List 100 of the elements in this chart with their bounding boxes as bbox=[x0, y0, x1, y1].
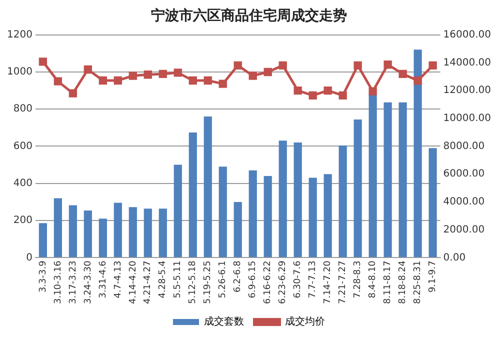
legend-label: 成交套数 bbox=[204, 316, 244, 328]
x-tick-label: 5.5-5.11 bbox=[173, 260, 184, 298]
y2-tick-label: 2000.00 bbox=[443, 224, 485, 236]
y2-tick-label: 8000.00 bbox=[443, 140, 485, 152]
y2-tick-label: 0.00 bbox=[443, 252, 466, 264]
point bbox=[174, 68, 182, 77]
chart-title: 宁波市六区商品住宅周成交走势 bbox=[151, 7, 347, 24]
bar bbox=[368, 94, 377, 258]
y-tick-label: 1000 bbox=[6, 66, 32, 78]
point bbox=[114, 76, 122, 85]
y2-tick-label: 14000.00 bbox=[443, 57, 492, 68]
point bbox=[68, 89, 78, 98]
bar bbox=[398, 102, 407, 258]
x-tick-label: 3.31-4.6 bbox=[98, 260, 108, 298]
point bbox=[188, 76, 197, 85]
point bbox=[354, 61, 362, 70]
x-tick-label: 5.12-5.18 bbox=[188, 260, 198, 304]
bar bbox=[114, 202, 122, 258]
bar bbox=[294, 142, 302, 258]
y-tick-label: 200 bbox=[13, 215, 32, 226]
x-tick-label: 7.14-7.20 bbox=[323, 260, 334, 304]
bar bbox=[428, 148, 437, 258]
point bbox=[234, 61, 242, 70]
bar bbox=[324, 174, 332, 258]
point bbox=[158, 70, 167, 78]
bar bbox=[354, 119, 362, 258]
x-tick-label: 4.21-4.27 bbox=[143, 260, 154, 304]
bar bbox=[158, 208, 167, 258]
bar bbox=[54, 198, 62, 258]
bar bbox=[68, 205, 77, 258]
bar bbox=[218, 166, 227, 258]
point bbox=[324, 86, 332, 95]
bar bbox=[278, 140, 287, 258]
point bbox=[264, 68, 272, 76]
point bbox=[98, 76, 107, 85]
x-tick-label: 8.25-8.31 bbox=[413, 260, 424, 304]
x-tick-label: 4.7-4.13 bbox=[113, 260, 124, 298]
x-tick-label: 7.7-7.13 bbox=[308, 260, 318, 298]
bar bbox=[308, 178, 317, 258]
x-tick-label: 7.28-8.3 bbox=[353, 260, 364, 298]
point bbox=[294, 86, 302, 95]
x-tick-label: 9.1-9.7 bbox=[428, 260, 438, 293]
bar bbox=[264, 176, 272, 258]
point bbox=[218, 80, 227, 88]
x-tick-label: 6.23-6.29 bbox=[278, 260, 288, 304]
point bbox=[414, 76, 422, 85]
y2-tick-label: 6000.00 bbox=[443, 168, 485, 180]
x-tick-label: 8.4-8.10 bbox=[368, 260, 378, 298]
x-tick-label: 4.28-5.4 bbox=[158, 260, 168, 298]
point bbox=[398, 70, 407, 78]
bar bbox=[338, 145, 347, 258]
point bbox=[204, 76, 212, 85]
x-tick-label: 8.11-8.17 bbox=[383, 260, 394, 304]
x-tick-label: 3.3-3.9 bbox=[38, 260, 48, 293]
bar bbox=[144, 208, 152, 258]
y2-tick-label: 10000.00 bbox=[443, 112, 492, 124]
bar bbox=[384, 102, 392, 258]
x-tick-label: 6.16-6.22 bbox=[263, 260, 274, 304]
y-tick-label: 800 bbox=[13, 104, 32, 115]
bar bbox=[248, 170, 257, 258]
y2-tick-label: 4000.00 bbox=[443, 196, 485, 208]
x-tick-label: 5.19-5.25 bbox=[203, 260, 214, 304]
bar bbox=[414, 50, 422, 258]
x-tick-label: 3.17-3.23 bbox=[68, 260, 78, 304]
x-tick-label: 4.14-4.20 bbox=[128, 260, 138, 304]
y-tick-label: 400 bbox=[13, 178, 32, 189]
y-tick-label: 1200 bbox=[6, 29, 32, 40]
x-tick-label: 3.24-3.30 bbox=[83, 260, 94, 304]
x-tick-label: 7.21-7.27 bbox=[338, 260, 348, 304]
x-tick-label: 8.18-8.24 bbox=[398, 260, 408, 304]
point bbox=[308, 91, 317, 100]
bar bbox=[204, 116, 212, 258]
x-tick-label: 6.2-6.8 bbox=[233, 260, 244, 293]
bar bbox=[188, 132, 197, 258]
point bbox=[38, 58, 48, 66]
x-tick-label: 5.26-6.1 bbox=[218, 260, 228, 298]
point bbox=[54, 77, 62, 86]
point bbox=[428, 61, 437, 70]
point bbox=[384, 60, 392, 69]
x-tick-label: 3.10-3.16 bbox=[53, 260, 64, 304]
bar bbox=[128, 207, 137, 258]
x-tick-label: 6.30-7.6 bbox=[293, 260, 304, 298]
point bbox=[128, 72, 137, 80]
bar bbox=[84, 210, 92, 258]
point bbox=[144, 70, 152, 79]
y-tick-label: 600 bbox=[13, 140, 32, 152]
y2-tick-label: 12000.00 bbox=[443, 85, 492, 96]
bar bbox=[174, 164, 182, 258]
point bbox=[278, 61, 287, 70]
legend-label: 成交均价 bbox=[285, 316, 325, 328]
point bbox=[368, 87, 377, 96]
bar bbox=[234, 202, 242, 258]
point bbox=[248, 72, 257, 80]
y2-tick-label: 16000.00 bbox=[443, 29, 492, 40]
point bbox=[338, 91, 347, 100]
x-tick-label: 6.9-6.15 bbox=[248, 260, 258, 298]
bar bbox=[38, 223, 47, 258]
bar bbox=[98, 218, 107, 258]
y-tick-label: 0 bbox=[26, 252, 32, 264]
point bbox=[84, 65, 92, 74]
